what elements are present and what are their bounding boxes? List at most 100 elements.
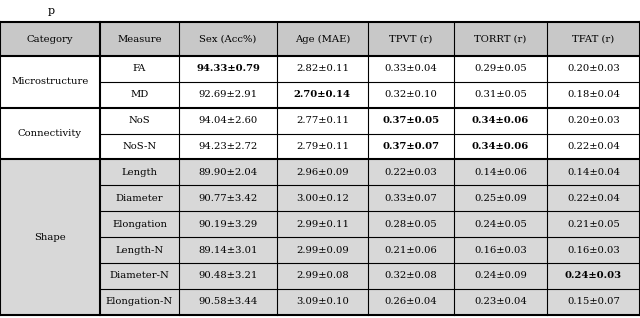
Bar: [368, 211, 454, 237]
Bar: [368, 237, 454, 263]
Text: 2.96±0.09: 2.96±0.09: [296, 168, 349, 177]
Bar: [547, 185, 640, 211]
Bar: [179, 159, 277, 185]
Text: TORRT (r): TORRT (r): [474, 35, 527, 44]
Text: 90.19±3.29: 90.19±3.29: [198, 220, 258, 229]
Text: 0.16±0.03: 0.16±0.03: [474, 245, 527, 255]
Bar: [368, 82, 454, 108]
Text: Length-N: Length-N: [115, 245, 163, 255]
Bar: [277, 82, 368, 108]
Bar: [277, 56, 368, 82]
Text: 0.31±0.05: 0.31±0.05: [474, 90, 527, 99]
Bar: [179, 82, 277, 108]
Bar: [179, 263, 277, 289]
Bar: [368, 185, 454, 211]
Text: 0.34±0.06: 0.34±0.06: [472, 142, 529, 151]
Text: p: p: [47, 6, 55, 16]
Text: 0.21±0.05: 0.21±0.05: [567, 220, 620, 229]
Text: 0.20±0.03: 0.20±0.03: [567, 116, 620, 125]
Bar: [277, 108, 368, 134]
Text: 0.37±0.07: 0.37±0.07: [383, 142, 440, 151]
Bar: [454, 108, 547, 134]
Text: FA: FA: [132, 64, 146, 73]
Bar: [368, 108, 454, 134]
Text: 0.29±0.05: 0.29±0.05: [474, 64, 527, 73]
Bar: [368, 22, 454, 56]
Bar: [368, 159, 454, 185]
Text: 0.20±0.03: 0.20±0.03: [567, 64, 620, 73]
Text: 0.25±0.09: 0.25±0.09: [474, 194, 527, 203]
Bar: [547, 263, 640, 289]
Text: 2.99±0.11: 2.99±0.11: [296, 220, 349, 229]
Text: 3.09±0.10: 3.09±0.10: [296, 297, 349, 306]
Bar: [277, 263, 368, 289]
Text: Diameter-N: Diameter-N: [109, 272, 170, 280]
Text: 2.82±0.11: 2.82±0.11: [296, 64, 349, 73]
Text: Category: Category: [27, 35, 73, 44]
Bar: [277, 185, 368, 211]
Bar: [100, 159, 179, 185]
Text: 92.69±2.91: 92.69±2.91: [198, 90, 258, 99]
Text: 90.58±3.44: 90.58±3.44: [198, 297, 258, 306]
Bar: [100, 289, 179, 315]
Text: 89.90±2.04: 89.90±2.04: [198, 168, 258, 177]
Text: TPVT (r): TPVT (r): [389, 35, 433, 44]
Text: 0.23±0.04: 0.23±0.04: [474, 297, 527, 306]
Text: Measure: Measure: [117, 35, 162, 44]
Text: 0.28±0.05: 0.28±0.05: [385, 220, 437, 229]
Text: 0.33±0.07: 0.33±0.07: [385, 194, 437, 203]
Text: Microstructure: Microstructure: [11, 77, 88, 86]
Text: 0.33±0.04: 0.33±0.04: [385, 64, 437, 73]
Text: 94.04±2.60: 94.04±2.60: [198, 116, 258, 125]
Text: 0.24±0.05: 0.24±0.05: [474, 220, 527, 229]
Bar: [547, 289, 640, 315]
Text: 2.77±0.11: 2.77±0.11: [296, 116, 349, 125]
Bar: [277, 134, 368, 159]
Bar: [0, 56, 100, 108]
Bar: [454, 185, 547, 211]
Text: 0.32±0.10: 0.32±0.10: [385, 90, 437, 99]
Bar: [368, 56, 454, 82]
Text: 94.33±0.79: 94.33±0.79: [196, 64, 260, 73]
Text: 0.24±0.03: 0.24±0.03: [565, 272, 622, 280]
Text: 0.15±0.07: 0.15±0.07: [567, 297, 620, 306]
Text: 0.14±0.06: 0.14±0.06: [474, 168, 527, 177]
Text: 0.22±0.04: 0.22±0.04: [567, 142, 620, 151]
Bar: [100, 185, 179, 211]
Bar: [100, 211, 179, 237]
Text: 0.32±0.08: 0.32±0.08: [385, 272, 437, 280]
Bar: [454, 82, 547, 108]
Bar: [368, 263, 454, 289]
Text: Shape: Shape: [34, 233, 66, 242]
Bar: [100, 82, 179, 108]
Bar: [100, 237, 179, 263]
Bar: [277, 289, 368, 315]
Text: 0.34±0.06: 0.34±0.06: [472, 116, 529, 125]
Text: Sex (Acc%): Sex (Acc%): [199, 35, 257, 44]
Text: 2.99±0.09: 2.99±0.09: [296, 245, 349, 255]
Bar: [100, 263, 179, 289]
Text: 0.18±0.04: 0.18±0.04: [567, 90, 620, 99]
Text: 0.22±0.03: 0.22±0.03: [385, 168, 437, 177]
Text: 0.22±0.04: 0.22±0.04: [567, 194, 620, 203]
Bar: [454, 134, 547, 159]
Bar: [547, 237, 640, 263]
Bar: [100, 108, 179, 134]
Bar: [277, 159, 368, 185]
Text: 0.21±0.06: 0.21±0.06: [385, 245, 437, 255]
Text: Elongation: Elongation: [112, 220, 167, 229]
Bar: [454, 289, 547, 315]
Bar: [0, 22, 100, 56]
Bar: [0, 108, 100, 159]
Text: Diameter: Diameter: [116, 194, 163, 203]
Bar: [547, 56, 640, 82]
Bar: [277, 211, 368, 237]
Bar: [454, 237, 547, 263]
Text: Elongation-N: Elongation-N: [106, 297, 173, 306]
Bar: [454, 211, 547, 237]
Bar: [0, 159, 100, 315]
Bar: [368, 289, 454, 315]
Text: 2.70±0.14: 2.70±0.14: [294, 90, 351, 99]
Bar: [179, 56, 277, 82]
Bar: [100, 22, 179, 56]
